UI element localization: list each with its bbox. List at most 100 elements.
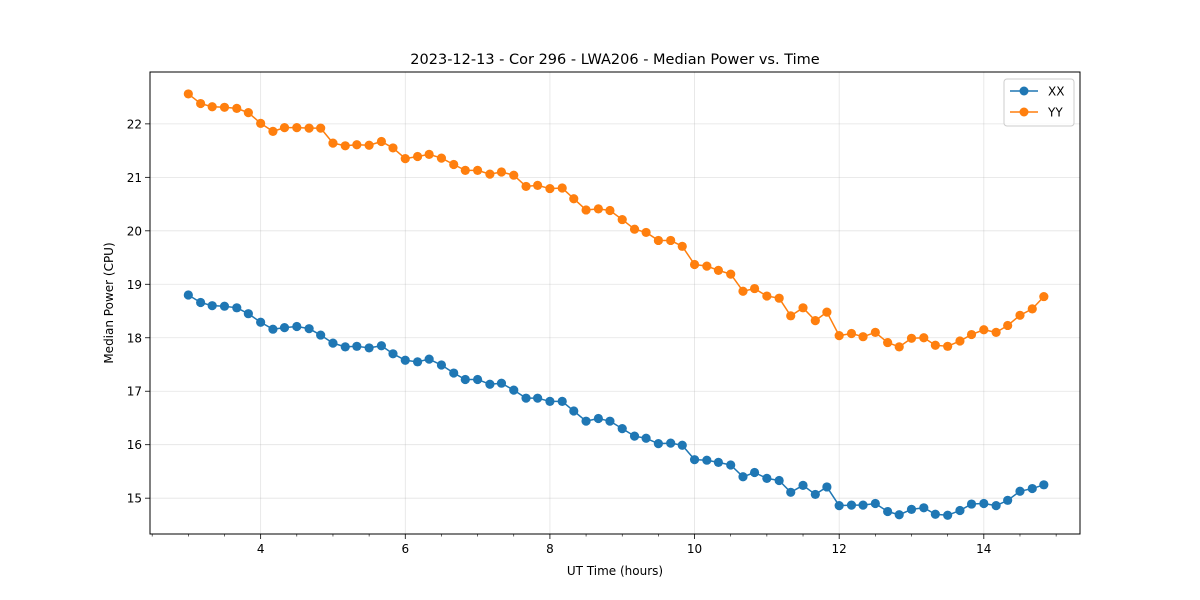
data-point-xx: [557, 396, 567, 406]
data-point-xx: [316, 330, 326, 340]
data-point-xx: [991, 501, 1001, 511]
data-point-xx: [605, 416, 615, 426]
data-point-xx: [666, 438, 676, 448]
data-point-yy: [1039, 291, 1049, 302]
data-point-yy: [243, 108, 253, 118]
data-point-xx: [930, 509, 940, 519]
data-point-yy: [196, 98, 206, 109]
data-point-yy: [569, 194, 579, 204]
axis-ticks: 4 6 8 10 12 14 15 16 17 18 19 20 21 22: [127, 117, 1057, 556]
data-point-yy: [786, 311, 796, 321]
data-point-yy: [1015, 310, 1025, 320]
data-point-yy: [328, 138, 338, 148]
y-tick-label: 21: [127, 171, 142, 185]
data-point-yy: [930, 340, 940, 350]
data-point-xx: [943, 510, 953, 520]
data-point-yy: [774, 293, 784, 303]
data-point-xx: [449, 368, 459, 378]
data-point-yy: [316, 123, 326, 133]
data-point-xx: [279, 323, 290, 333]
data-point-xx: [268, 324, 278, 334]
data-point-xx: [749, 467, 760, 478]
data-point-xx: [786, 487, 796, 497]
data-point-xx: [798, 480, 808, 490]
x-tick-label: 4: [257, 542, 265, 556]
data-point-xx: [966, 499, 977, 509]
data-point-yy: [183, 89, 193, 99]
data-point-yy: [641, 227, 651, 238]
data-point-yy: [268, 126, 278, 136]
data-point-xx: [713, 457, 724, 467]
data-point-yy: [919, 333, 929, 343]
data-point-xx: [473, 374, 483, 385]
data-point-yy: [943, 341, 953, 351]
data-point-xx: [400, 355, 410, 365]
data-point-xx: [834, 501, 844, 511]
x-tick-label: 8: [546, 542, 554, 556]
data-point-yy: [738, 286, 748, 296]
data-point-yy: [388, 143, 398, 153]
data-point-yy: [364, 140, 374, 150]
data-point-yy: [232, 103, 242, 113]
data-point-xx: [569, 406, 579, 416]
data-point-xx: [485, 379, 495, 389]
data-point-xx: [846, 500, 857, 510]
data-point-xx: [629, 431, 640, 441]
data-point-yy: [822, 307, 832, 317]
data-point-yy: [485, 169, 495, 179]
y-tick-label: 15: [127, 492, 142, 506]
data-point-xx: [207, 301, 217, 311]
data-point-yy: [352, 140, 362, 150]
data-point-xx: [883, 506, 893, 517]
data-point-yy: [979, 325, 989, 335]
legend-label-yy: YY: [1047, 106, 1063, 120]
data-point-yy: [304, 123, 314, 133]
data-point-yy: [279, 123, 290, 133]
data-point-yy: [629, 224, 640, 234]
data-point-yy: [581, 205, 591, 215]
data-point-xx: [256, 317, 266, 327]
data-point-yy: [991, 327, 1001, 338]
data-point-yy: [521, 181, 531, 192]
data-point-xx: [593, 413, 603, 424]
data-point-xx: [919, 503, 929, 513]
data-point-xx: [232, 303, 242, 313]
data-point-yy: [533, 180, 543, 190]
data-point-xx: [424, 354, 434, 364]
data-point-yy: [376, 136, 387, 147]
y-axis-label: Median Power (CPU): [102, 242, 116, 363]
data-point-xx: [436, 360, 447, 370]
data-point-yy: [545, 183, 555, 194]
data-point-yy: [713, 265, 724, 275]
data-point-yy: [966, 329, 977, 340]
data-point-xx: [774, 475, 784, 486]
data-point-yy: [894, 342, 904, 352]
data-point-yy: [858, 332, 868, 342]
data-point-xx: [388, 349, 398, 359]
data-point-yy: [593, 204, 603, 214]
data-point-xx: [653, 439, 663, 449]
data-point-xx: [304, 324, 314, 334]
data-point-yy: [292, 123, 302, 133]
legend-label-xx: XX: [1048, 85, 1064, 99]
x-tick-label: 6: [401, 542, 409, 556]
data-point-yy: [424, 149, 434, 159]
data-point-xx: [364, 343, 374, 353]
data-point-xx: [858, 500, 868, 510]
data-point-yy: [400, 154, 410, 164]
y-tick-label: 17: [127, 385, 142, 399]
data-point-xx: [1003, 495, 1013, 505]
data-point-xx: [738, 472, 748, 482]
y-tick-label: 19: [127, 278, 142, 292]
data-point-yy: [749, 283, 760, 294]
data-point-yy: [412, 151, 423, 162]
data-point-yy: [340, 141, 350, 151]
data-point-xx: [183, 290, 193, 300]
data-point-yy: [219, 102, 230, 112]
data-point-xx: [641, 433, 651, 443]
data-point-yy: [906, 333, 917, 343]
data-point-yy: [834, 331, 844, 341]
data-point-xx: [196, 297, 206, 308]
data-point-yy: [496, 167, 507, 177]
data-point-xx: [581, 416, 591, 426]
